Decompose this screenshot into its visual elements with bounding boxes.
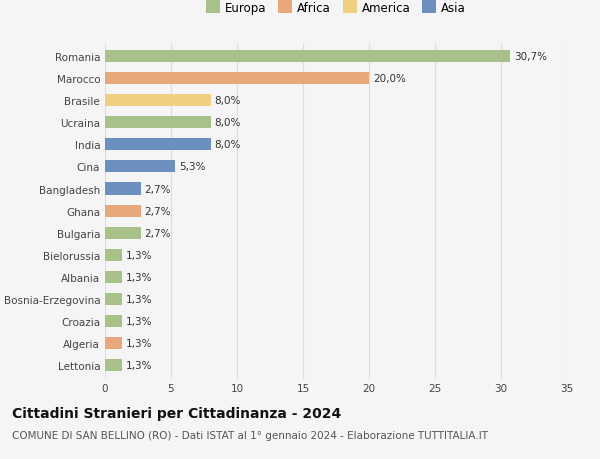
Text: 8,0%: 8,0% [215,118,241,128]
Bar [105,227,140,239]
Text: 1,3%: 1,3% [126,338,152,348]
Bar [105,337,122,349]
Bar [105,271,122,283]
Bar [105,359,122,371]
Text: 1,3%: 1,3% [126,294,152,304]
Legend: Europa, Africa, America, Asia: Europa, Africa, America, Asia [202,0,470,20]
Text: 5,3%: 5,3% [179,162,205,172]
Text: 8,0%: 8,0% [215,96,241,106]
Bar [105,315,122,327]
Bar [105,51,510,63]
Bar [105,161,175,173]
Text: 30,7%: 30,7% [514,52,547,62]
Text: COMUNE DI SAN BELLINO (RO) - Dati ISTAT al 1° gennaio 2024 - Elaborazione TUTTIT: COMUNE DI SAN BELLINO (RO) - Dati ISTAT … [12,431,488,441]
Text: 1,3%: 1,3% [126,360,152,370]
Text: 2,7%: 2,7% [145,228,171,238]
Bar [105,95,211,107]
Bar [105,249,122,261]
Bar [105,73,369,85]
Bar [105,183,140,195]
Text: 2,7%: 2,7% [145,206,171,216]
Bar [105,293,122,305]
Text: 1,3%: 1,3% [126,250,152,260]
Bar [105,139,211,151]
Text: 20,0%: 20,0% [373,74,406,84]
Text: 1,3%: 1,3% [126,272,152,282]
Text: Cittadini Stranieri per Cittadinanza - 2024: Cittadini Stranieri per Cittadinanza - 2… [12,406,341,420]
Text: 1,3%: 1,3% [126,316,152,326]
Text: 2,7%: 2,7% [145,184,171,194]
Bar [105,205,140,217]
Text: 8,0%: 8,0% [215,140,241,150]
Bar [105,117,211,129]
